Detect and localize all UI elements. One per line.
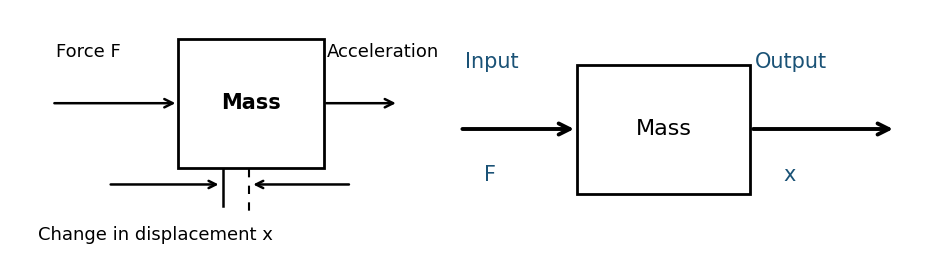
Text: Input: Input [465,52,519,72]
Bar [577,64,750,194]
Text: x: x [783,165,795,186]
Text: Mass: Mass [221,93,280,113]
Text: F: F [484,165,496,186]
Text: Change in displacement x: Change in displacement x [38,226,272,244]
Text: Acceleration: Acceleration [326,43,439,61]
Text: Mass: Mass [636,119,691,139]
Text: Output: Output [755,52,827,72]
Text: Force F: Force F [56,43,121,61]
Bar [178,39,324,168]
